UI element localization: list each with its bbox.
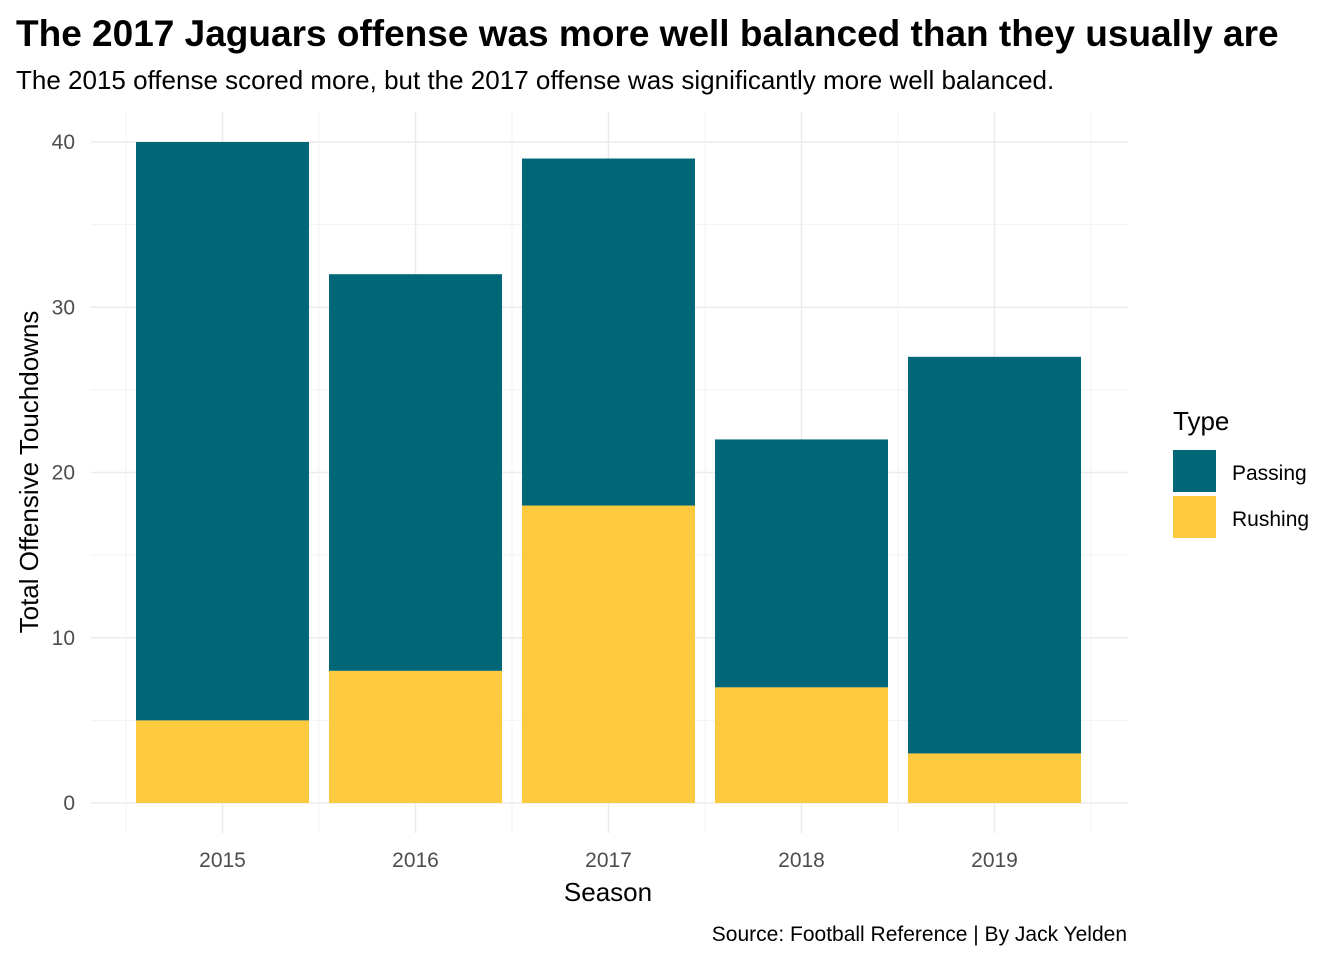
legend: Type Passing Rushing <box>1173 406 1309 538</box>
legend-title: Type <box>1173 406 1229 436</box>
legend-label-passing: Passing <box>1232 462 1307 485</box>
chart-caption: Source: Football Reference | By Jack Yel… <box>712 923 1127 946</box>
legend-label-rushing: Rushing <box>1232 508 1309 531</box>
y-tick-label: 40 <box>52 131 75 154</box>
x-axis-title: Season <box>564 877 652 907</box>
chart-title: The 2017 Jaguars offense was more well b… <box>16 13 1279 54</box>
y-tick-label: 0 <box>63 792 75 815</box>
y-axis-ticks: 0 10 20 30 40 <box>52 131 75 815</box>
legend-swatch-rushing <box>1173 496 1216 538</box>
bar-passing-2019 <box>908 356 1081 754</box>
x-tick-label: 2019 <box>971 849 1018 872</box>
bar-passing-2018 <box>715 439 888 688</box>
y-tick-label: 10 <box>52 627 75 650</box>
bar-rushing-2017 <box>522 505 695 803</box>
bar-passing-2017 <box>522 158 695 506</box>
bar-passing-2016 <box>329 274 502 671</box>
y-axis-title: Total Offensive Touchdowns <box>14 311 44 634</box>
x-tick-label: 2017 <box>585 849 632 872</box>
legend-swatch-passing <box>1173 450 1216 492</box>
y-tick-label: 20 <box>52 462 75 485</box>
bars <box>136 142 1081 803</box>
x-tick-label: 2015 <box>199 849 246 872</box>
y-tick-label: 30 <box>52 296 75 319</box>
x-tick-label: 2016 <box>392 849 439 872</box>
x-tick-label: 2018 <box>778 849 825 872</box>
bar-passing-2015 <box>136 142 309 721</box>
bar-rushing-2018 <box>715 687 888 803</box>
x-axis-ticks: 2015 2016 2017 2018 2019 <box>199 849 1018 872</box>
bar-rushing-2019 <box>908 753 1081 803</box>
chart-subtitle: The 2015 offense scored more, but the 20… <box>16 65 1054 95</box>
bar-rushing-2016 <box>329 670 502 803</box>
bar-rushing-2015 <box>136 720 309 803</box>
